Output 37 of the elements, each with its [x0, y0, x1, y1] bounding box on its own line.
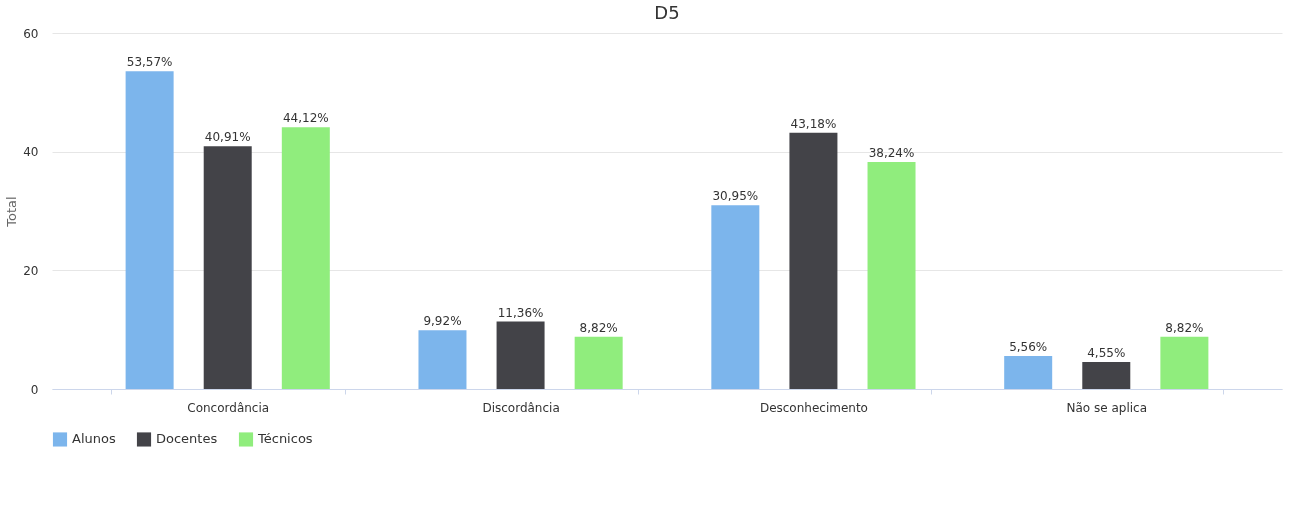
bar [574, 336, 623, 389]
bar [496, 321, 545, 389]
data-label: 9,92% [423, 314, 462, 329]
bar [203, 146, 252, 389]
x-tick-label: Desconhecimento [759, 400, 868, 415]
x-tick-label: Não se aplica [1066, 400, 1148, 415]
data-label: 4,55% [1087, 346, 1126, 360]
bar [789, 132, 838, 389]
data-label: 5,56% [1009, 340, 1048, 355]
bar [867, 162, 916, 389]
bar [1004, 356, 1053, 389]
data-label: 8,82% [579, 320, 618, 335]
bar [1160, 336, 1209, 389]
legend-label: Docentes [156, 431, 218, 447]
data-label: 40,91% [204, 130, 251, 145]
data-label: 44,12% [282, 111, 329, 126]
bar [418, 330, 467, 389]
y-axis-title: Total [4, 196, 20, 228]
bar [125, 71, 174, 389]
legend-label: Técnicos [257, 431, 313, 447]
data-label: 11,36% [497, 305, 544, 320]
chart-title: D5 [654, 2, 680, 23]
x-tick-label: Concordância [187, 400, 270, 415]
y-tick-label: 60 [23, 26, 39, 41]
bar [711, 205, 760, 389]
data-label: 53,57% [126, 55, 173, 70]
data-label: 30,95% [712, 189, 759, 204]
y-tick-label: 20 [23, 263, 39, 278]
y-tick-label: 40 [23, 145, 39, 160]
data-label: 38,24% [868, 146, 915, 161]
y-tick-label: 0 [30, 382, 39, 397]
bar [1082, 362, 1131, 389]
bar [281, 127, 330, 389]
data-label: 43,18% [790, 116, 837, 131]
legend-label: Alunos [72, 431, 116, 447]
x-tick-label: Discordância [482, 400, 560, 415]
data-label: 8,82% [1165, 320, 1204, 335]
